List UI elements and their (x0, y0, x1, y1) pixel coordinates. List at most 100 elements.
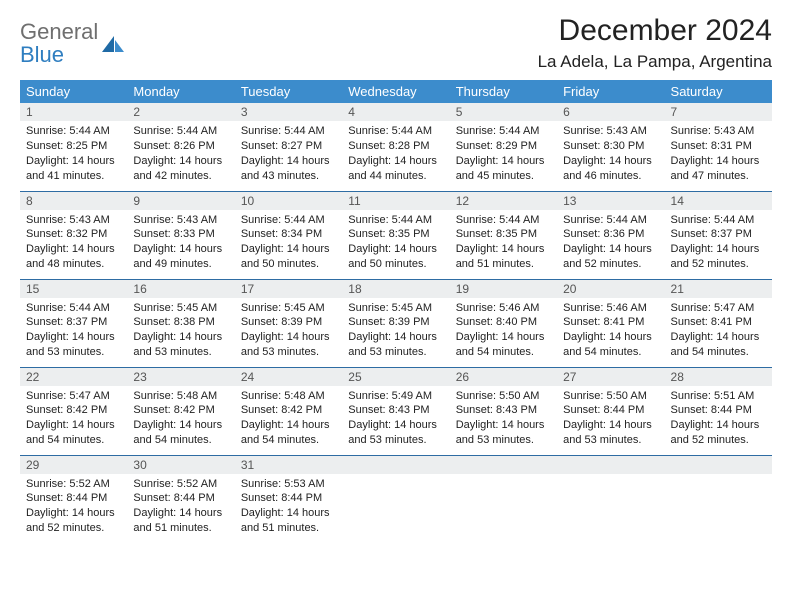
day-body: Sunrise: 5:44 AMSunset: 8:29 PMDaylight:… (450, 121, 557, 187)
day-number: 16 (127, 280, 234, 298)
day-number: 15 (20, 280, 127, 298)
day-number: 3 (235, 103, 342, 121)
day-body: Sunrise: 5:45 AMSunset: 8:39 PMDaylight:… (342, 298, 449, 364)
calendar-cell: 17Sunrise: 5:45 AMSunset: 8:39 PMDayligh… (235, 279, 342, 367)
weekday-header: Thursday (450, 80, 557, 103)
weekday-header: Friday (557, 80, 664, 103)
day-body: Sunrise: 5:44 AMSunset: 8:35 PMDaylight:… (342, 210, 449, 276)
logo-sail-icon (100, 34, 126, 56)
day-body: Sunrise: 5:44 AMSunset: 8:27 PMDaylight:… (235, 121, 342, 187)
day-body: Sunrise: 5:43 AMSunset: 8:30 PMDaylight:… (557, 121, 664, 187)
day-number: 29 (20, 456, 127, 474)
day-body: Sunrise: 5:48 AMSunset: 8:42 PMDaylight:… (235, 386, 342, 452)
day-body: Sunrise: 5:44 AMSunset: 8:34 PMDaylight:… (235, 210, 342, 276)
empty-day-strip (342, 456, 449, 474)
day-body: Sunrise: 5:45 AMSunset: 8:39 PMDaylight:… (235, 298, 342, 364)
day-body: Sunrise: 5:43 AMSunset: 8:31 PMDaylight:… (665, 121, 772, 187)
day-number: 21 (665, 280, 772, 298)
day-number: 10 (235, 192, 342, 210)
calendar-cell: 18Sunrise: 5:45 AMSunset: 8:39 PMDayligh… (342, 279, 449, 367)
day-body: Sunrise: 5:44 AMSunset: 8:28 PMDaylight:… (342, 121, 449, 187)
calendar-cell: 4Sunrise: 5:44 AMSunset: 8:28 PMDaylight… (342, 103, 449, 191)
day-number: 12 (450, 192, 557, 210)
weekday-header: Saturday (665, 80, 772, 103)
day-number: 23 (127, 368, 234, 386)
day-number: 28 (665, 368, 772, 386)
day-body: Sunrise: 5:46 AMSunset: 8:41 PMDaylight:… (557, 298, 664, 364)
calendar-cell: 31Sunrise: 5:53 AMSunset: 8:44 PMDayligh… (235, 455, 342, 543)
calendar-cell: 16Sunrise: 5:45 AMSunset: 8:38 PMDayligh… (127, 279, 234, 367)
day-number: 22 (20, 368, 127, 386)
location: La Adela, La Pampa, Argentina (538, 52, 772, 72)
day-number: 20 (557, 280, 664, 298)
day-body: Sunrise: 5:44 AMSunset: 8:26 PMDaylight:… (127, 121, 234, 187)
calendar-cell: 20Sunrise: 5:46 AMSunset: 8:41 PMDayligh… (557, 279, 664, 367)
calendar-cell: 19Sunrise: 5:46 AMSunset: 8:40 PMDayligh… (450, 279, 557, 367)
calendar-cell: 1Sunrise: 5:44 AMSunset: 8:25 PMDaylight… (20, 103, 127, 191)
logo: General Blue (20, 14, 126, 66)
day-number: 24 (235, 368, 342, 386)
day-body: Sunrise: 5:53 AMSunset: 8:44 PMDaylight:… (235, 474, 342, 540)
calendar-cell (665, 455, 772, 543)
day-body: Sunrise: 5:47 AMSunset: 8:42 PMDaylight:… (20, 386, 127, 452)
calendar-cell: 7Sunrise: 5:43 AMSunset: 8:31 PMDaylight… (665, 103, 772, 191)
calendar-cell: 21Sunrise: 5:47 AMSunset: 8:41 PMDayligh… (665, 279, 772, 367)
calendar-body: 1Sunrise: 5:44 AMSunset: 8:25 PMDaylight… (20, 103, 772, 543)
day-number: 5 (450, 103, 557, 121)
calendar-cell: 3Sunrise: 5:44 AMSunset: 8:27 PMDaylight… (235, 103, 342, 191)
day-number: 26 (450, 368, 557, 386)
day-body: Sunrise: 5:45 AMSunset: 8:38 PMDaylight:… (127, 298, 234, 364)
day-number: 17 (235, 280, 342, 298)
title-block: December 2024 La Adela, La Pampa, Argent… (538, 14, 772, 72)
calendar-table: SundayMondayTuesdayWednesdayThursdayFrid… (20, 80, 772, 543)
day-number: 9 (127, 192, 234, 210)
empty-day-strip (665, 456, 772, 474)
calendar-cell: 15Sunrise: 5:44 AMSunset: 8:37 PMDayligh… (20, 279, 127, 367)
empty-day-strip (450, 456, 557, 474)
day-body: Sunrise: 5:52 AMSunset: 8:44 PMDaylight:… (20, 474, 127, 540)
day-body: Sunrise: 5:43 AMSunset: 8:33 PMDaylight:… (127, 210, 234, 276)
day-number: 13 (557, 192, 664, 210)
calendar-cell: 26Sunrise: 5:50 AMSunset: 8:43 PMDayligh… (450, 367, 557, 455)
day-body: Sunrise: 5:51 AMSunset: 8:44 PMDaylight:… (665, 386, 772, 452)
day-number: 18 (342, 280, 449, 298)
day-body: Sunrise: 5:44 AMSunset: 8:25 PMDaylight:… (20, 121, 127, 187)
logo-text-block: General Blue (20, 20, 98, 66)
day-number: 7 (665, 103, 772, 121)
day-number: 31 (235, 456, 342, 474)
calendar-header-row: SundayMondayTuesdayWednesdayThursdayFrid… (20, 80, 772, 103)
logo-word-general: General (20, 20, 98, 43)
day-number: 1 (20, 103, 127, 121)
day-body: Sunrise: 5:44 AMSunset: 8:35 PMDaylight:… (450, 210, 557, 276)
day-number: 11 (342, 192, 449, 210)
month-title: December 2024 (538, 14, 772, 48)
day-number: 2 (127, 103, 234, 121)
logo-word-blue: Blue (20, 43, 98, 66)
weekday-header: Sunday (20, 80, 127, 103)
calendar-cell: 29Sunrise: 5:52 AMSunset: 8:44 PMDayligh… (20, 455, 127, 543)
calendar-cell: 6Sunrise: 5:43 AMSunset: 8:30 PMDaylight… (557, 103, 664, 191)
day-body: Sunrise: 5:48 AMSunset: 8:42 PMDaylight:… (127, 386, 234, 452)
weekday-header: Wednesday (342, 80, 449, 103)
calendar-cell (450, 455, 557, 543)
day-body: Sunrise: 5:50 AMSunset: 8:43 PMDaylight:… (450, 386, 557, 452)
calendar-cell: 28Sunrise: 5:51 AMSunset: 8:44 PMDayligh… (665, 367, 772, 455)
calendar-cell: 14Sunrise: 5:44 AMSunset: 8:37 PMDayligh… (665, 191, 772, 279)
day-body: Sunrise: 5:47 AMSunset: 8:41 PMDaylight:… (665, 298, 772, 364)
day-number: 6 (557, 103, 664, 121)
calendar-cell: 22Sunrise: 5:47 AMSunset: 8:42 PMDayligh… (20, 367, 127, 455)
day-number: 8 (20, 192, 127, 210)
day-number: 25 (342, 368, 449, 386)
empty-day-strip (557, 456, 664, 474)
weekday-header: Monday (127, 80, 234, 103)
calendar-cell: 2Sunrise: 5:44 AMSunset: 8:26 PMDaylight… (127, 103, 234, 191)
day-body: Sunrise: 5:50 AMSunset: 8:44 PMDaylight:… (557, 386, 664, 452)
calendar-cell: 12Sunrise: 5:44 AMSunset: 8:35 PMDayligh… (450, 191, 557, 279)
calendar-cell: 27Sunrise: 5:50 AMSunset: 8:44 PMDayligh… (557, 367, 664, 455)
day-number: 27 (557, 368, 664, 386)
calendar-cell: 30Sunrise: 5:52 AMSunset: 8:44 PMDayligh… (127, 455, 234, 543)
day-number: 30 (127, 456, 234, 474)
day-body: Sunrise: 5:44 AMSunset: 8:37 PMDaylight:… (665, 210, 772, 276)
calendar-cell: 9Sunrise: 5:43 AMSunset: 8:33 PMDaylight… (127, 191, 234, 279)
calendar-cell: 11Sunrise: 5:44 AMSunset: 8:35 PMDayligh… (342, 191, 449, 279)
